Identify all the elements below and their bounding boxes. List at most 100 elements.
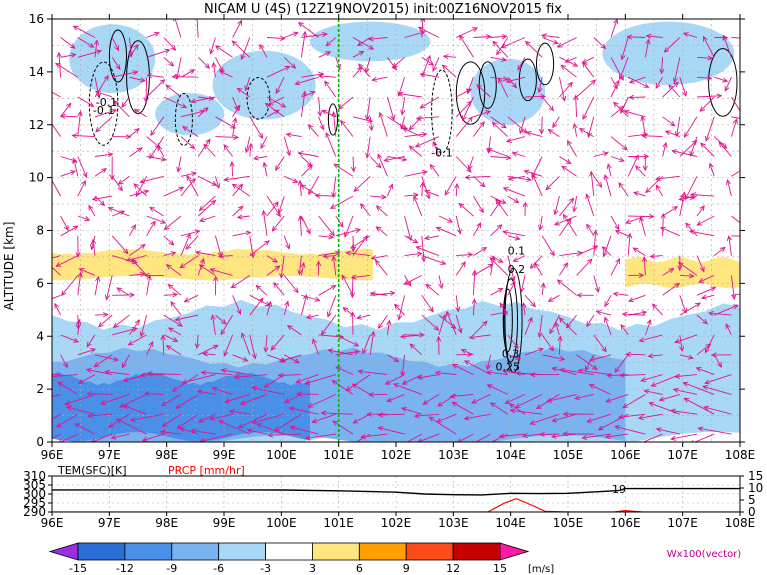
wind-vector bbox=[414, 413, 440, 417]
wind-vector-head bbox=[432, 65, 438, 72]
sub-series bbox=[52, 487, 740, 512]
wind-vector-head bbox=[525, 176, 532, 182]
wind-vector bbox=[60, 170, 76, 177]
wind-vector-head bbox=[603, 173, 609, 181]
wind-vector-head bbox=[612, 291, 619, 297]
wind-vector bbox=[318, 285, 336, 296]
wind-vector-head bbox=[272, 257, 278, 263]
wind-vector bbox=[421, 235, 425, 262]
wind-vector-head bbox=[353, 341, 360, 347]
wind-vector bbox=[604, 295, 612, 307]
wind-vector bbox=[456, 254, 473, 257]
wind-vector-head bbox=[278, 357, 285, 363]
wind-vector-head bbox=[160, 334, 166, 341]
wind-vector-head bbox=[706, 75, 713, 81]
wind-vector-head bbox=[600, 43, 607, 50]
wind-vector bbox=[713, 247, 726, 256]
wind-vector-head bbox=[185, 233, 191, 239]
wind-vector-head bbox=[623, 109, 630, 115]
x-tick-label: 97E bbox=[98, 448, 121, 462]
wind-vector bbox=[675, 374, 698, 378]
wind-vector-head bbox=[99, 200, 106, 207]
wind-vector-head bbox=[614, 229, 621, 235]
wind-vector-head bbox=[171, 74, 178, 80]
wind-vector bbox=[122, 354, 130, 368]
sub-x-tick-label: 99E bbox=[213, 516, 236, 530]
wind-vector-head bbox=[674, 131, 680, 138]
wind-vector bbox=[77, 111, 81, 137]
wind-vector-head bbox=[237, 423, 244, 428]
wind-vector-head bbox=[433, 325, 440, 331]
wind-vector-head bbox=[659, 226, 666, 232]
sub-x-tick-label: 108E bbox=[725, 516, 756, 530]
wind-vector bbox=[210, 37, 216, 54]
wind-vector bbox=[610, 19, 618, 38]
wind-vector-head bbox=[306, 161, 313, 167]
colorbar-box bbox=[312, 542, 360, 561]
wind-vector-head bbox=[199, 217, 205, 223]
wind-vector-head bbox=[409, 343, 416, 349]
wind-vector bbox=[455, 261, 466, 276]
wind-vector-head bbox=[651, 303, 658, 310]
wind-vector-head bbox=[664, 130, 671, 136]
wind-vector bbox=[116, 287, 130, 296]
wind-vector bbox=[146, 221, 156, 237]
wind-vector-head bbox=[691, 139, 698, 146]
wind-vector-head bbox=[88, 42, 95, 48]
wind-vector-head bbox=[160, 218, 167, 224]
wind-vector bbox=[232, 183, 251, 197]
wind-vector-head bbox=[646, 319, 652, 326]
wind-vector bbox=[507, 195, 519, 203]
wind-vector bbox=[146, 275, 151, 296]
wind-vector bbox=[487, 354, 492, 370]
wind-vector-head bbox=[350, 274, 357, 280]
wind-vector-head bbox=[55, 422, 62, 428]
wind-vector-head bbox=[601, 346, 607, 353]
wind-vector bbox=[72, 134, 96, 138]
wind-vector bbox=[278, 374, 302, 376]
wind-vector bbox=[265, 334, 268, 352]
wind-vector bbox=[232, 183, 243, 197]
wind-vector-head bbox=[602, 251, 608, 258]
wind-vector-head bbox=[655, 427, 662, 433]
wind-vector-head bbox=[199, 257, 205, 264]
contour-labels: -0.1-0.1-0.10.10.20.30.25 bbox=[93, 96, 525, 373]
wind-vector-head bbox=[401, 156, 408, 162]
wind-vector-head bbox=[491, 121, 498, 128]
wind-vector bbox=[622, 313, 646, 316]
wind-vector-head bbox=[436, 418, 443, 423]
wind-vector-head bbox=[618, 157, 625, 163]
wind-vector-head bbox=[562, 431, 568, 437]
wind-vector bbox=[524, 294, 536, 307]
wind-vector-head bbox=[284, 66, 291, 71]
wind-vector-head bbox=[618, 74, 624, 81]
wind-vector bbox=[559, 198, 574, 217]
colorbar-tick-label: 15 bbox=[493, 562, 507, 575]
wind-vector-head bbox=[499, 302, 505, 309]
wind-vector-head bbox=[149, 206, 155, 212]
wind-vector bbox=[586, 194, 595, 217]
wind-vector bbox=[165, 84, 182, 98]
wind-vector bbox=[490, 256, 495, 276]
wind-vector-head bbox=[577, 368, 584, 374]
wind-vector bbox=[300, 184, 319, 197]
wind-vector-head bbox=[223, 144, 229, 150]
wind-vector bbox=[409, 145, 423, 157]
y-tick-label: 0 bbox=[36, 435, 44, 449]
wind-vector-head bbox=[273, 426, 280, 432]
wind-vector-head bbox=[511, 82, 517, 89]
wind-vector-head bbox=[578, 128, 585, 133]
wind-vector bbox=[679, 354, 694, 359]
wind-vector bbox=[306, 314, 319, 319]
wind-vector bbox=[77, 50, 102, 58]
wind-vector bbox=[548, 294, 560, 302]
wind-vector bbox=[541, 235, 555, 256]
wind-vector-head bbox=[171, 386, 178, 392]
wind-vector bbox=[425, 235, 440, 240]
wind-vector-head bbox=[425, 283, 432, 290]
wind-vector bbox=[724, 77, 732, 91]
wind-vector bbox=[436, 226, 457, 237]
wind-vector bbox=[92, 195, 113, 200]
wind-vector bbox=[215, 136, 239, 138]
wind-vector-head bbox=[261, 209, 267, 216]
